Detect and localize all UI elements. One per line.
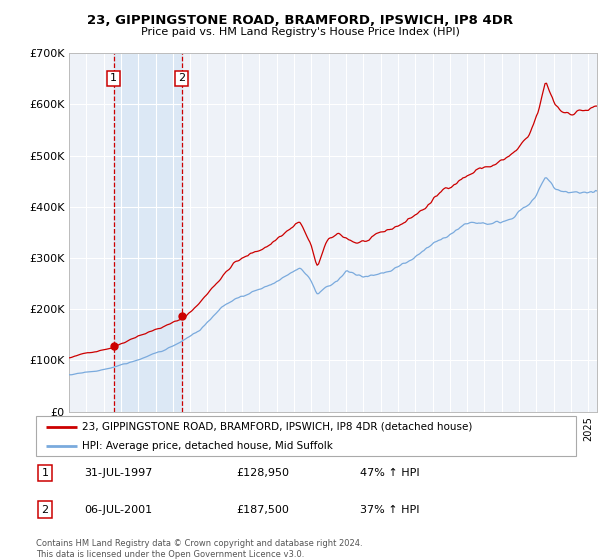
FancyBboxPatch shape — [36, 416, 576, 456]
Text: 37% ↑ HPI: 37% ↑ HPI — [360, 505, 419, 515]
Text: 2: 2 — [178, 73, 185, 83]
Bar — [113, 53, 182, 412]
Text: Contains HM Land Registry data © Crown copyright and database right 2024.
This d: Contains HM Land Registry data © Crown c… — [36, 539, 362, 559]
Text: 47% ↑ HPI: 47% ↑ HPI — [360, 468, 419, 478]
Text: 31-JUL-1997: 31-JUL-1997 — [85, 468, 153, 478]
Text: 06-JUL-2001: 06-JUL-2001 — [85, 505, 153, 515]
Text: 1: 1 — [110, 73, 117, 83]
Text: 2: 2 — [41, 505, 49, 515]
Text: £128,950: £128,950 — [236, 468, 289, 478]
Text: £187,500: £187,500 — [236, 505, 289, 515]
Text: 23, GIPPINGSTONE ROAD, BRAMFORD, IPSWICH, IP8 4DR: 23, GIPPINGSTONE ROAD, BRAMFORD, IPSWICH… — [87, 14, 513, 27]
Text: 1: 1 — [41, 468, 49, 478]
Text: HPI: Average price, detached house, Mid Suffolk: HPI: Average price, detached house, Mid … — [82, 441, 333, 450]
Text: Price paid vs. HM Land Registry's House Price Index (HPI): Price paid vs. HM Land Registry's House … — [140, 27, 460, 37]
Text: 23, GIPPINGSTONE ROAD, BRAMFORD, IPSWICH, IP8 4DR (detached house): 23, GIPPINGSTONE ROAD, BRAMFORD, IPSWICH… — [82, 422, 472, 432]
